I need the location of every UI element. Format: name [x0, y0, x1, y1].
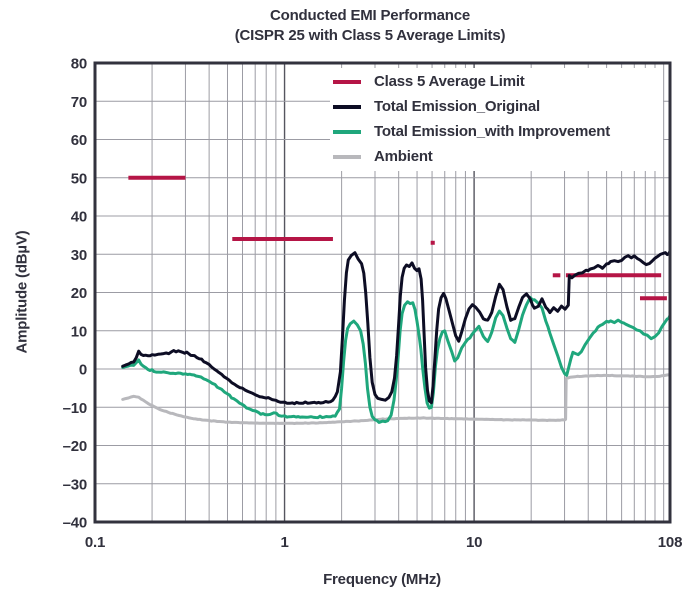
legend: Class 5 Average Limit Total Emission_Orig…: [330, 68, 663, 171]
y-tick-label: 40: [71, 209, 87, 226]
y-tick-label: –40: [63, 515, 87, 532]
legend-swatch-line: [333, 154, 361, 159]
plot-frame: [93, 61, 672, 524]
legend-label: Ambient: [374, 148, 433, 165]
legend-label: Class 5 Average Limit: [374, 73, 525, 90]
y-tick-label: 80: [71, 56, 87, 73]
legend-swatch-line: [333, 79, 361, 84]
legend-label: Total Emission_Original: [374, 98, 540, 115]
y-tick-label: 50: [71, 170, 87, 187]
y-tick-label: –10: [63, 400, 87, 417]
y-tick-label: –30: [63, 476, 87, 493]
x-axis-label: Frequency (MHz): [323, 571, 441, 588]
y-tick-label: 10: [71, 323, 87, 340]
x-tick-label: 108: [658, 534, 682, 551]
y-tick-label: –20: [63, 438, 87, 455]
legend-label: Total Emission_with Improvement: [374, 123, 611, 140]
legend-item: Total Emission_with Improvement: [330, 119, 663, 144]
x-tick-label: 10: [466, 534, 482, 551]
legend-item: Total Emission_Original: [330, 94, 663, 119]
legend-item: Class 5 Average Limit: [330, 69, 663, 94]
chart-subtitle: (CISPR 25 with Class 5 Average Limits): [234, 27, 506, 44]
x-tick-label: 1: [280, 534, 288, 551]
y-tick-label: 70: [71, 94, 87, 111]
y-tick-label: 30: [71, 247, 87, 264]
y-tick-label: 0: [79, 362, 87, 379]
trace-2: [121, 296, 670, 424]
y-tick-label: 20: [71, 285, 87, 302]
y-tick-label: 60: [71, 132, 87, 149]
chart-title: Conducted EMI Performance: [269, 7, 471, 24]
trace-1: [121, 249, 670, 406]
legend-swatch-line: [333, 129, 361, 134]
x-tick-label: 0.1: [85, 534, 105, 551]
legend-swatch-line: [333, 104, 361, 109]
legend-item: Ambient: [330, 144, 663, 169]
trace-3: [121, 373, 670, 425]
